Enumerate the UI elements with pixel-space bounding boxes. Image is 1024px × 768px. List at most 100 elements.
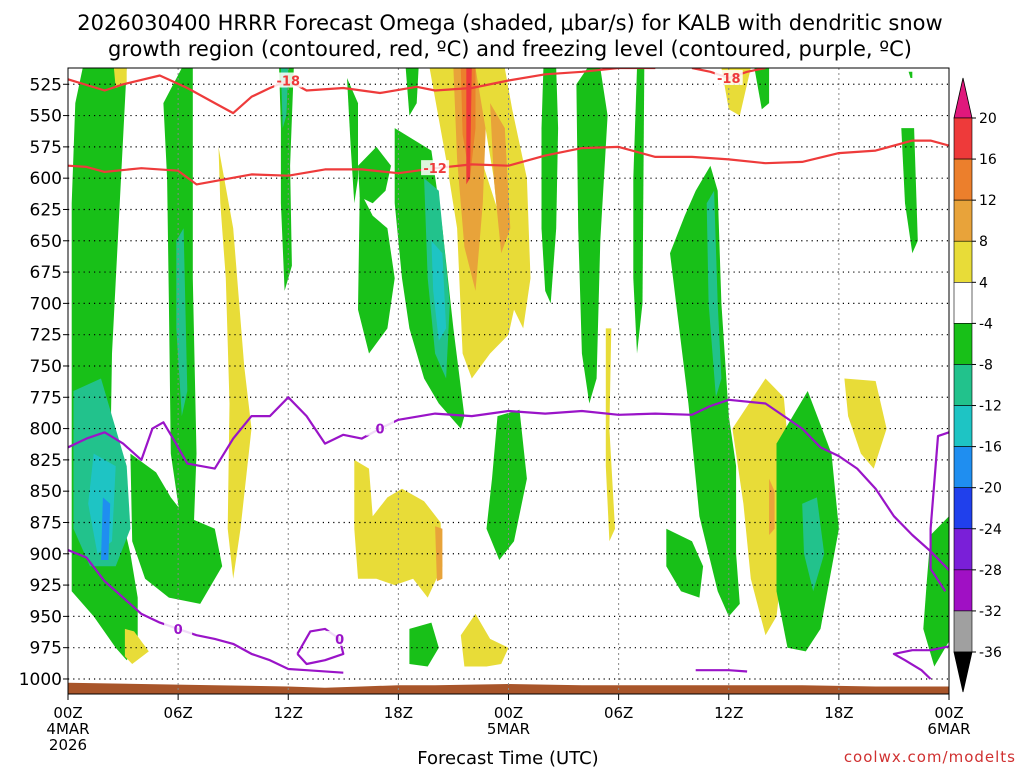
colorbar-tick-label: -8 bbox=[979, 357, 993, 373]
chart-title-line-2: growth region (contoured, red, ºC) and f… bbox=[108, 37, 912, 61]
omega-region-35 bbox=[706, 190, 722, 398]
y-tick-label: 1000 bbox=[19, 670, 62, 690]
dgz-contour-label-bg bbox=[714, 70, 743, 86]
freezing-contour-label-bg bbox=[164, 620, 193, 636]
omega-region-40 bbox=[754, 68, 770, 110]
omega-region-29 bbox=[486, 409, 527, 560]
y-tick-label: 750 bbox=[30, 357, 62, 377]
omega-region-33 bbox=[605, 328, 615, 542]
y-tick-label: 600 bbox=[30, 169, 62, 189]
freezing-contour-1 bbox=[68, 548, 344, 674]
y-tick-label: 675 bbox=[30, 263, 62, 283]
x-tick-label: 6MAR bbox=[927, 720, 970, 738]
colorbar-bottom-arrow bbox=[953, 651, 973, 693]
y-tick-label: 550 bbox=[30, 107, 62, 127]
x-tick-label: 00Z bbox=[494, 704, 523, 722]
colorbar-bin bbox=[953, 199, 973, 242]
colorbar-bin bbox=[953, 487, 973, 530]
y-tick-label: 575 bbox=[30, 138, 62, 158]
x-tick-label: 2026 bbox=[49, 736, 87, 754]
omega-region-36 bbox=[666, 528, 704, 598]
x-tick-label: 06Z bbox=[163, 704, 192, 722]
colorbar-bin bbox=[953, 282, 973, 324]
dgz-contour-0 bbox=[68, 68, 656, 115]
freezing-contour-label: 0 bbox=[335, 633, 344, 648]
omega-region-28 bbox=[460, 613, 509, 667]
freezing-contour-4 bbox=[929, 431, 949, 592]
dgz-contour-2 bbox=[68, 139, 949, 186]
freezing-contour-label: 0 bbox=[174, 623, 183, 638]
colorbar-tick-label: -32 bbox=[979, 604, 1002, 620]
omega-shading bbox=[71, 68, 949, 667]
colorbar-bin bbox=[953, 405, 973, 447]
omega-region-7 bbox=[113, 68, 127, 88]
omega-region-30 bbox=[576, 68, 608, 404]
omega-region-34 bbox=[670, 165, 740, 617]
y-tick-label: 800 bbox=[30, 420, 62, 440]
colorbar-tick-label: -24 bbox=[979, 522, 1002, 538]
omega-region-44 bbox=[901, 128, 918, 254]
y-tick-label: 825 bbox=[30, 451, 62, 471]
y-tick-label: 650 bbox=[30, 232, 62, 252]
freezing-contour-label-bg bbox=[325, 630, 354, 646]
x-tick-label: 18Z bbox=[824, 704, 853, 722]
colorbar-tick-label: 12 bbox=[979, 193, 997, 209]
omega-region-20 bbox=[453, 68, 487, 291]
colorbar-tick-label: -16 bbox=[979, 440, 1002, 456]
omega-region-3 bbox=[101, 497, 111, 560]
y-tick-label: 725 bbox=[30, 326, 62, 346]
omega-region-45 bbox=[908, 71, 913, 78]
y-tick-label: 700 bbox=[30, 294, 62, 314]
x-tick-label: 12Z bbox=[714, 704, 743, 722]
colorbar-tick-label: -20 bbox=[979, 481, 1002, 497]
x-axis-title: Forecast Time (UTC) bbox=[417, 748, 598, 768]
omega-region-15 bbox=[405, 68, 419, 116]
colorbar: 20 16 12 8 4 -4 -8 -12 -16 -20 -24 -28 -32 -36 bbox=[953, 77, 1002, 693]
colorbar-bin bbox=[953, 446, 973, 488]
dgz-contour-label: -12 bbox=[423, 162, 447, 177]
x-tick-label: 00Z bbox=[934, 704, 963, 722]
dgz-contour-label: -18 bbox=[717, 72, 741, 87]
dgz-contour-label-bg bbox=[274, 72, 303, 88]
contours: -18 -18 -12 0 0 0 bbox=[68, 68, 949, 680]
omega-region-14 bbox=[358, 190, 395, 354]
x-tick-label: 5MAR bbox=[487, 720, 530, 738]
x-tick-label: 12Z bbox=[274, 704, 303, 722]
y-tick-label: 850 bbox=[30, 482, 62, 502]
freezing-contour-5 bbox=[892, 645, 949, 680]
plot-area: -18 -18 -12 0 0 0 bbox=[67, 67, 950, 695]
omega-region-13 bbox=[358, 146, 391, 204]
colorbar-bin bbox=[953, 323, 973, 365]
y-tick-label: 525 bbox=[30, 75, 62, 95]
x-tick-label: 4MAR bbox=[46, 720, 89, 738]
freezing-contour-label: 0 bbox=[375, 423, 384, 438]
colorbar-tick-label: 16 bbox=[979, 152, 997, 168]
y-tick-label: 925 bbox=[30, 576, 62, 596]
colorbar-bin bbox=[953, 364, 973, 406]
colorbar-tick-label: -12 bbox=[979, 399, 1002, 415]
y-tick-label: 975 bbox=[30, 639, 62, 659]
colorbar-top-arrow bbox=[953, 77, 973, 119]
omega-region-27 bbox=[409, 622, 439, 667]
freezing-contour-3 bbox=[695, 669, 748, 673]
credit-text: coolwx.com/modelts bbox=[844, 748, 1016, 766]
colorbar-bin bbox=[953, 569, 973, 612]
colorbar-tick-label: 8 bbox=[979, 234, 988, 250]
omega-region-4 bbox=[130, 453, 223, 604]
colorbar-tick-label: -28 bbox=[979, 563, 1002, 579]
y-axis: 525 550 575 600 625 650 675 700 725 750 775 800 825 8… bbox=[19, 75, 68, 690]
omega-region-32 bbox=[633, 68, 645, 354]
omega-region-38 bbox=[769, 478, 775, 535]
omega-region-18 bbox=[431, 240, 447, 341]
omega-region-43 bbox=[844, 378, 887, 469]
y-tick-label: 875 bbox=[30, 513, 62, 533]
freezing-contour-2 bbox=[296, 627, 345, 666]
omega-region-6 bbox=[176, 228, 188, 417]
chart-title-line-1: 2026030400 HRRR Forecast Omega (shaded, … bbox=[77, 11, 942, 35]
dgz-contour-label: -18 bbox=[277, 75, 301, 90]
omega-region-22 bbox=[466, 68, 472, 185]
y-tick-label: 775 bbox=[30, 388, 62, 408]
freezing-contour-0 bbox=[68, 396, 949, 571]
